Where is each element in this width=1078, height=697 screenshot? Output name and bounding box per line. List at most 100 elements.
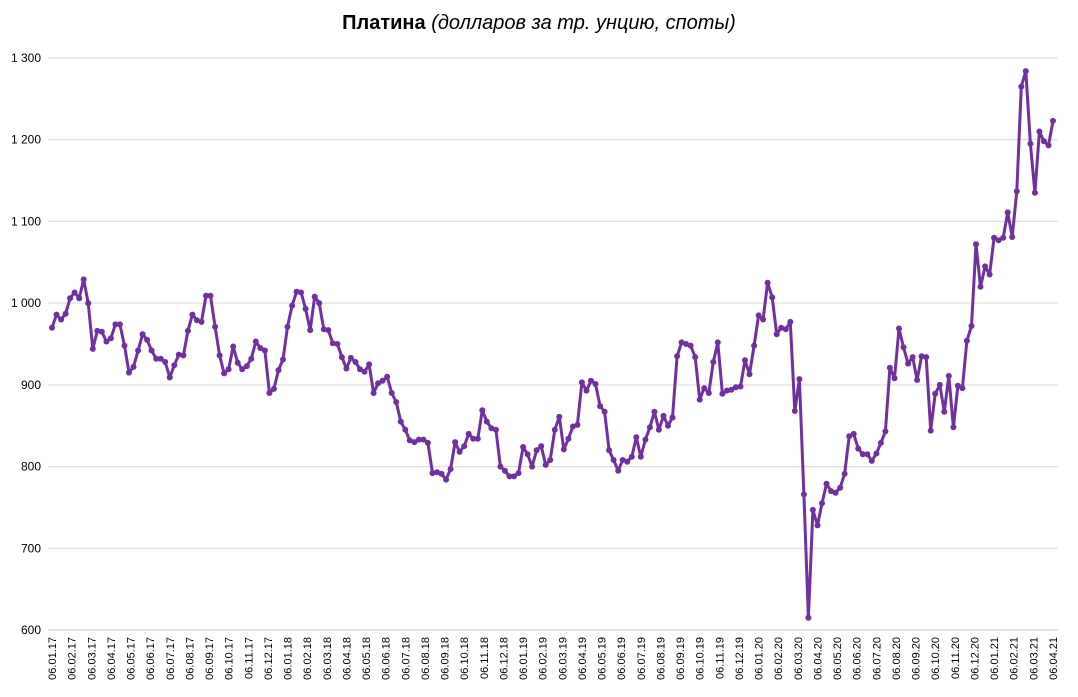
data-point <box>424 439 431 446</box>
data-point <box>230 343 237 350</box>
data-point <box>112 321 119 328</box>
data-point <box>456 448 463 455</box>
data-point <box>397 418 404 425</box>
data-point <box>728 386 735 393</box>
x-tick-label: 06.07.20 <box>871 637 883 680</box>
data-point <box>116 321 123 328</box>
data-point <box>995 237 1002 244</box>
x-tick-label: 06.04.20 <box>812 637 824 680</box>
x-tick-label: 06.11.20 <box>950 637 962 679</box>
data-point <box>338 354 345 361</box>
data-point <box>524 451 531 458</box>
data-point <box>746 371 753 378</box>
data-point <box>334 341 341 347</box>
data-point <box>153 355 160 362</box>
data-point <box>366 361 373 368</box>
data-point <box>941 408 948 415</box>
data-point <box>760 316 767 323</box>
x-tick-label: 06.04.17 <box>106 637 118 680</box>
data-point <box>696 396 703 403</box>
data-point <box>973 241 979 248</box>
y-tick-label: 700 <box>21 541 41 555</box>
y-tick-label: 800 <box>21 460 41 474</box>
x-tick-label: 06.02.18 <box>302 637 314 680</box>
data-point <box>406 437 413 444</box>
data-point <box>950 424 957 431</box>
data-point <box>452 439 459 446</box>
data-point <box>320 326 327 333</box>
data-point <box>1018 83 1025 90</box>
data-point <box>58 316 65 323</box>
data-point <box>660 412 667 419</box>
data-point <box>529 463 536 470</box>
chart-title: Платина (долларов за тр. унцию, споты) <box>0 12 1078 35</box>
data-point <box>927 427 934 434</box>
x-tick-label: 06.07.17 <box>165 637 177 680</box>
x-tick-label: 06.10.17 <box>224 637 236 680</box>
data-point <box>877 439 884 446</box>
data-point <box>905 360 912 367</box>
data-point <box>1045 142 1052 149</box>
x-tick-label: 06.04.21 <box>1048 637 1060 680</box>
data-point <box>665 422 671 429</box>
data-point <box>533 447 540 454</box>
x-tick-label: 06.11.19 <box>714 637 726 679</box>
data-point <box>828 488 835 495</box>
data-point <box>841 470 848 477</box>
data-point <box>633 434 640 441</box>
x-tick-label: 06.09.20 <box>911 637 923 680</box>
data-point <box>511 473 517 480</box>
data-point <box>963 337 970 344</box>
chart-title-units: (долларов за тр. унцию, споты) <box>431 12 736 34</box>
data-point <box>434 469 440 476</box>
x-tick-label: 06.09.17 <box>204 637 216 680</box>
data-point <box>107 335 114 342</box>
data-point <box>148 347 155 354</box>
data-point <box>307 327 314 334</box>
data-point <box>991 234 998 241</box>
data-point <box>393 399 400 405</box>
data-point <box>986 271 993 278</box>
data-point <box>755 312 762 319</box>
data-point <box>325 327 332 334</box>
x-tick-label: 06.04.18 <box>341 637 353 680</box>
data-point <box>166 374 173 381</box>
data-point <box>896 325 902 332</box>
y-tick-label: 1 300 <box>11 51 41 65</box>
x-axis-ticks: 06.01.17 06.02.17 06.03.17 06.04.17 06.05.17… <box>47 637 1060 680</box>
data-point <box>538 443 545 450</box>
data-point <box>982 263 989 270</box>
data-point <box>89 345 96 352</box>
y-tick-label: 1 000 <box>11 296 41 310</box>
data-point <box>583 387 590 394</box>
data-point <box>1036 128 1043 135</box>
data-point <box>1013 188 1020 195</box>
data-point <box>252 338 259 345</box>
data-point <box>742 357 748 364</box>
data-point <box>796 376 803 383</box>
data-point <box>488 425 495 432</box>
data-point <box>212 323 219 330</box>
data-point <box>225 366 232 373</box>
data-point <box>773 331 780 338</box>
data-point <box>954 382 961 389</box>
data-point <box>556 413 563 420</box>
data-point <box>144 336 151 343</box>
data-point <box>461 443 468 450</box>
x-tick-label: 06.06.19 <box>616 637 628 680</box>
x-tick-label: 06.01.17 <box>47 637 59 680</box>
data-point <box>216 352 223 359</box>
data-point <box>968 323 975 329</box>
data-point <box>823 480 830 487</box>
x-tick-label: 06.08.19 <box>655 637 667 680</box>
data-point <box>184 327 191 334</box>
data-point <box>162 359 169 365</box>
data-point <box>198 318 205 325</box>
data-point <box>402 426 409 433</box>
data-point <box>261 347 268 354</box>
x-tick-label: 06.01.21 <box>989 637 1001 680</box>
data-point <box>1004 209 1011 216</box>
data-point <box>470 435 477 442</box>
data-point <box>592 381 599 387</box>
